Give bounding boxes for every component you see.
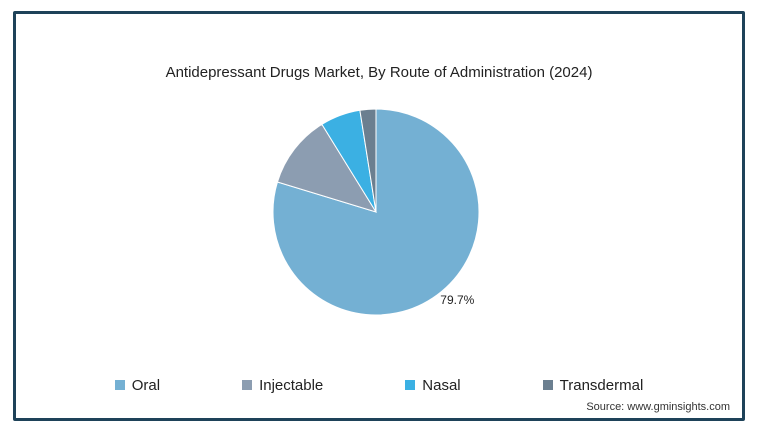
legend-swatch-nasal (405, 380, 416, 390)
legend-label-transdermal: Transdermal (559, 376, 644, 394)
legend-item-transdermal: Transdermal (542, 376, 644, 394)
data-label-oral: 79.7% (440, 293, 474, 307)
legend-swatch-transdermal (542, 380, 553, 390)
legend-item-oral: Oral (114, 376, 161, 394)
legend-label-oral: Oral (131, 376, 161, 394)
pie-slice-injectable (276, 123, 378, 213)
pie-chart: 79.7% (272, 108, 480, 316)
legend-item-injectable: Injectable (242, 377, 323, 394)
chart-title: Antidepressant Drugs Market, By Route of… (165, 64, 593, 81)
legend-label-injectable: Injectable (259, 376, 324, 394)
legend: Oral Injectable Nasal Transdermal (16, 374, 742, 396)
legend-swatch-oral (114, 380, 125, 390)
legend-item-nasal: Nasal (405, 376, 461, 394)
chart-frame: Antidepressant Drugs Market, By Route of… (13, 11, 745, 421)
legend-label-nasal: Nasal (422, 376, 461, 394)
source-note: Source: www.gminsights.com (586, 401, 730, 413)
pie-slice-transdermal (359, 108, 377, 213)
legend-swatch-injectable (242, 380, 253, 390)
